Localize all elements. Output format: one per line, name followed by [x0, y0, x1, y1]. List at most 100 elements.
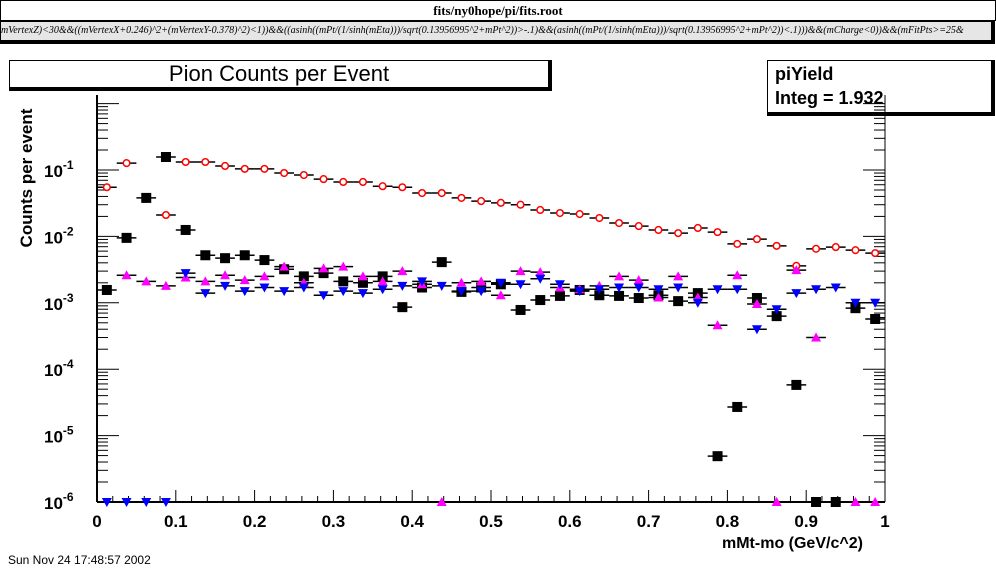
red-open-circles-point	[733, 239, 742, 248]
x-tick-label: 0.6	[558, 512, 582, 531]
red-open-circles-point	[457, 193, 466, 202]
magenta-triangles-up-point	[771, 497, 782, 506]
blue-triangles-down-point	[515, 280, 526, 290]
black-squares-point	[338, 276, 349, 287]
x-tick-label: 0.3	[322, 512, 346, 531]
blue-triangles-down-point	[476, 287, 487, 297]
black-squares-point	[791, 379, 802, 390]
black-squares-point	[771, 311, 782, 322]
y-tick-label: 10-3	[44, 291, 74, 314]
magenta-triangles-up-point	[712, 320, 723, 330]
blue-triangles-down-point	[318, 291, 329, 301]
blue-triangles-down-point	[791, 289, 802, 299]
blue-triangles-down-point	[298, 283, 309, 293]
red-open-circles-point	[615, 218, 624, 228]
black-squares-point	[633, 293, 644, 304]
magenta-triangles-up-point	[751, 298, 762, 308]
blue-triangles-down-point	[614, 283, 625, 293]
red-open-circles-point	[181, 157, 190, 167]
y-tick-label: 10-5	[44, 424, 74, 447]
magenta-triangles-up-point	[476, 276, 487, 286]
red-open-circles-point	[280, 168, 289, 178]
y-tick-label: 10-1	[44, 158, 74, 181]
stats-integral: Integ = 1.932	[775, 85, 991, 109]
magenta-triangles-up-point	[259, 271, 270, 281]
blue-triangles-down-point	[653, 285, 664, 295]
blue-triangles-down-point	[180, 269, 191, 279]
black-squares-point	[830, 497, 841, 507]
magenta-triangles-up-point	[121, 270, 132, 280]
x-tick-label: 0.7	[637, 512, 661, 531]
red-open-circles-point	[634, 222, 643, 231]
magenta-triangles-up-point	[338, 261, 349, 271]
blue-triangles-down-point	[338, 287, 349, 297]
red-open-circles-point	[693, 223, 702, 233]
x-tick-label: 0.5	[479, 512, 503, 531]
magenta-triangles-up-point	[377, 276, 388, 286]
black-squares-point	[121, 232, 132, 243]
red-open-circles-point	[260, 164, 269, 173]
x-tick-label: 0	[92, 512, 101, 531]
black-squares-point	[298, 271, 309, 282]
selection-formula: mVertexZ)<30&&((mVertexX+0.246)^2+(mVert…	[0, 21, 995, 44]
black-squares-point	[870, 314, 881, 325]
blue-triangles-down-point	[397, 281, 408, 291]
blue-triangles-down-point	[830, 283, 841, 293]
stats-box: piYield Integ = 1.932	[767, 60, 995, 116]
red-open-circles-point	[871, 249, 880, 258]
red-open-circles-point	[398, 183, 407, 192]
stats-integ-value: 1.932	[838, 88, 884, 108]
blue-triangles-down-point	[259, 283, 270, 293]
blue-triangles-down-point	[239, 287, 250, 297]
red-open-circles-point	[575, 210, 584, 219]
blue-triangles-down-point	[633, 283, 644, 293]
x-tick-label: 0.1	[164, 512, 188, 531]
magenta-triangles-up-point	[318, 263, 329, 273]
magenta-triangles-up-point	[456, 277, 467, 287]
red-open-circles-point	[496, 198, 505, 207]
black-squares-point	[554, 290, 565, 301]
black-squares-point	[673, 296, 684, 307]
x-tick-label: 1	[880, 512, 889, 531]
black-squares-point	[751, 293, 762, 304]
file-title-bar: fits/ny0hope/pi/fits.root	[0, 0, 996, 21]
blue-triangles-down-point	[850, 298, 861, 308]
stats-name: piYield	[775, 64, 834, 84]
red-open-circles-point	[713, 228, 722, 237]
magenta-triangles-up-point	[495, 290, 506, 300]
blue-triangles-down-point	[673, 283, 684, 293]
red-open-circles-point	[358, 177, 368, 187]
black-squares-point	[594, 290, 605, 301]
stats-integ-label: Integ =	[775, 88, 839, 108]
magenta-triangles-up-point	[397, 266, 408, 276]
blue-triangles-down-point	[692, 298, 703, 308]
black-squares-point	[436, 257, 447, 268]
red-open-circles-point	[437, 188, 446, 198]
red-open-circles-point	[851, 246, 860, 255]
red-open-circles-point	[378, 182, 387, 191]
magenta-triangles-up-point	[141, 276, 152, 286]
magenta-triangles-up-point	[633, 275, 644, 285]
blue-triangles-down-point	[811, 285, 822, 295]
black-squares-point	[101, 284, 112, 295]
magenta-triangles-up-point	[732, 270, 743, 280]
red-open-circles-point	[221, 161, 230, 171]
red-open-circles-point	[477, 197, 486, 206]
x-tick-label: 0.8	[716, 512, 740, 531]
blue-triangles-down-point	[535, 274, 546, 284]
red-open-circles-point	[516, 200, 525, 209]
magenta-triangles-up-point	[357, 271, 368, 281]
black-squares-point	[850, 303, 861, 314]
magenta-triangles-up-point	[160, 280, 171, 290]
x-axis-label: mMt-mo (GeV/c^2)	[722, 535, 863, 552]
magenta-triangles-up-point	[200, 276, 211, 286]
red-open-circles-point	[299, 170, 308, 180]
magenta-triangles-up-point	[614, 271, 625, 281]
red-open-circles-point	[595, 213, 604, 223]
chart-title: Pion Counts per Event	[9, 60, 552, 91]
black-squares-point	[259, 255, 270, 266]
blue-triangles-down-point	[751, 325, 762, 335]
date-stamp: Sun Nov 24 17:48:57 2002	[8, 553, 151, 567]
red-open-circles-point	[752, 235, 762, 244]
